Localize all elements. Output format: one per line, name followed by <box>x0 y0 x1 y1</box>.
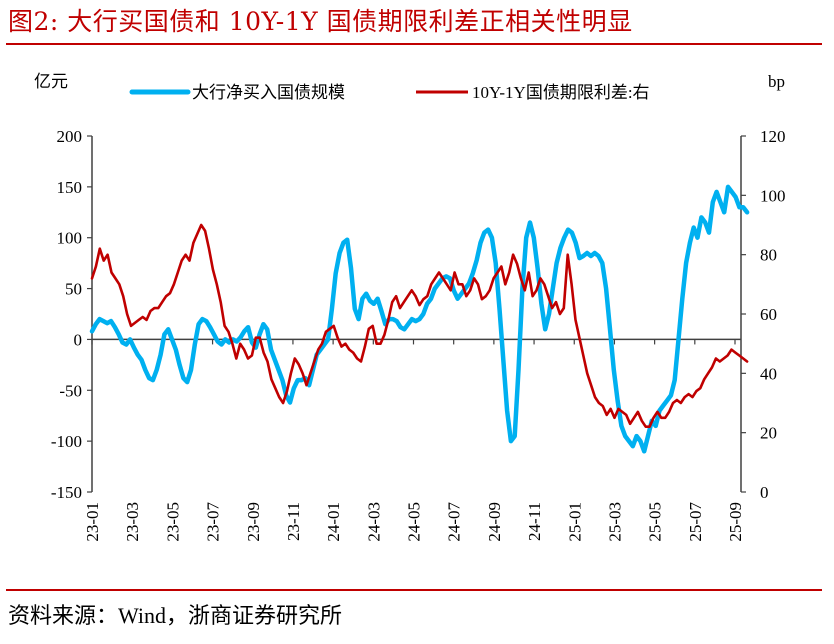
left-y-tick-label: 50 <box>65 280 82 299</box>
left-y-tick-label: 0 <box>74 330 83 349</box>
x-tick-label: 23-07 <box>204 502 223 542</box>
right-y-tick-label: 80 <box>760 246 777 265</box>
left-y-tick-label: -50 <box>59 381 82 400</box>
right-y-tick-label: 100 <box>760 186 786 205</box>
left-y-tick-label: 150 <box>57 178 83 197</box>
left-y-tick-label: 100 <box>57 229 83 248</box>
series-line-bank-net-buy <box>89 184 750 454</box>
x-tick-label: 23-05 <box>163 502 182 542</box>
left-y-tick-label: -150 <box>51 483 82 502</box>
x-tick-label: 25-09 <box>726 502 745 542</box>
chart-legend: 大行净买入国债规模 10Y-1Y国债期限利差:右 <box>129 83 650 102</box>
right-y-tick-label: 40 <box>760 364 777 383</box>
title-divider <box>6 43 822 45</box>
chart-series <box>89 184 750 454</box>
x-tick-label: 24-01 <box>324 502 343 542</box>
x-tick-label: 24-05 <box>405 502 424 542</box>
x-tick-label: 25-05 <box>646 502 665 542</box>
right-y-tick-label: 20 <box>760 424 777 443</box>
source-divider <box>6 589 822 591</box>
left-axis-unit: 亿元 <box>34 72 68 91</box>
source-note: 资料来源：Wind，浙商证券研究所 <box>8 603 342 628</box>
legend-label-red: 10Y-1Y国债期限利差:右 <box>472 83 650 102</box>
x-tick-label: 23-11 <box>284 502 303 541</box>
x-tick-label: 25-01 <box>565 502 584 542</box>
x-tick-label: 23-03 <box>123 502 142 542</box>
x-tick-label: 24-09 <box>485 502 504 542</box>
left-y-tick-label: 200 <box>57 127 83 146</box>
x-tick-label: 25-03 <box>605 502 624 542</box>
x-tick-label: 24-07 <box>445 502 464 542</box>
right-axis-unit: bp <box>768 72 785 91</box>
x-tick-label: 24-03 <box>364 502 383 542</box>
x-tick-label: 24-11 <box>525 502 544 541</box>
series-line-term-spread <box>90 223 749 428</box>
x-tick-label: 23-09 <box>244 502 263 542</box>
right-y-tick-label: 0 <box>760 483 769 502</box>
chart-axes: 200150100500-50-100-15012010080604020023… <box>51 127 786 542</box>
x-tick-label: 23-01 <box>83 502 102 542</box>
line-chart: 200150100500-50-100-15012010080604020023… <box>34 72 786 542</box>
right-y-tick-label: 120 <box>760 127 786 146</box>
figure-title: 图2: 大行买国债和 10Y-1Y 国债期限利差正相关性明显 <box>8 7 633 36</box>
x-tick-label: 25-07 <box>686 502 705 542</box>
legend-label-blue: 大行净买入国债规模 <box>192 83 345 102</box>
left-y-tick-label: -100 <box>51 432 82 451</box>
right-y-tick-label: 60 <box>760 305 777 324</box>
